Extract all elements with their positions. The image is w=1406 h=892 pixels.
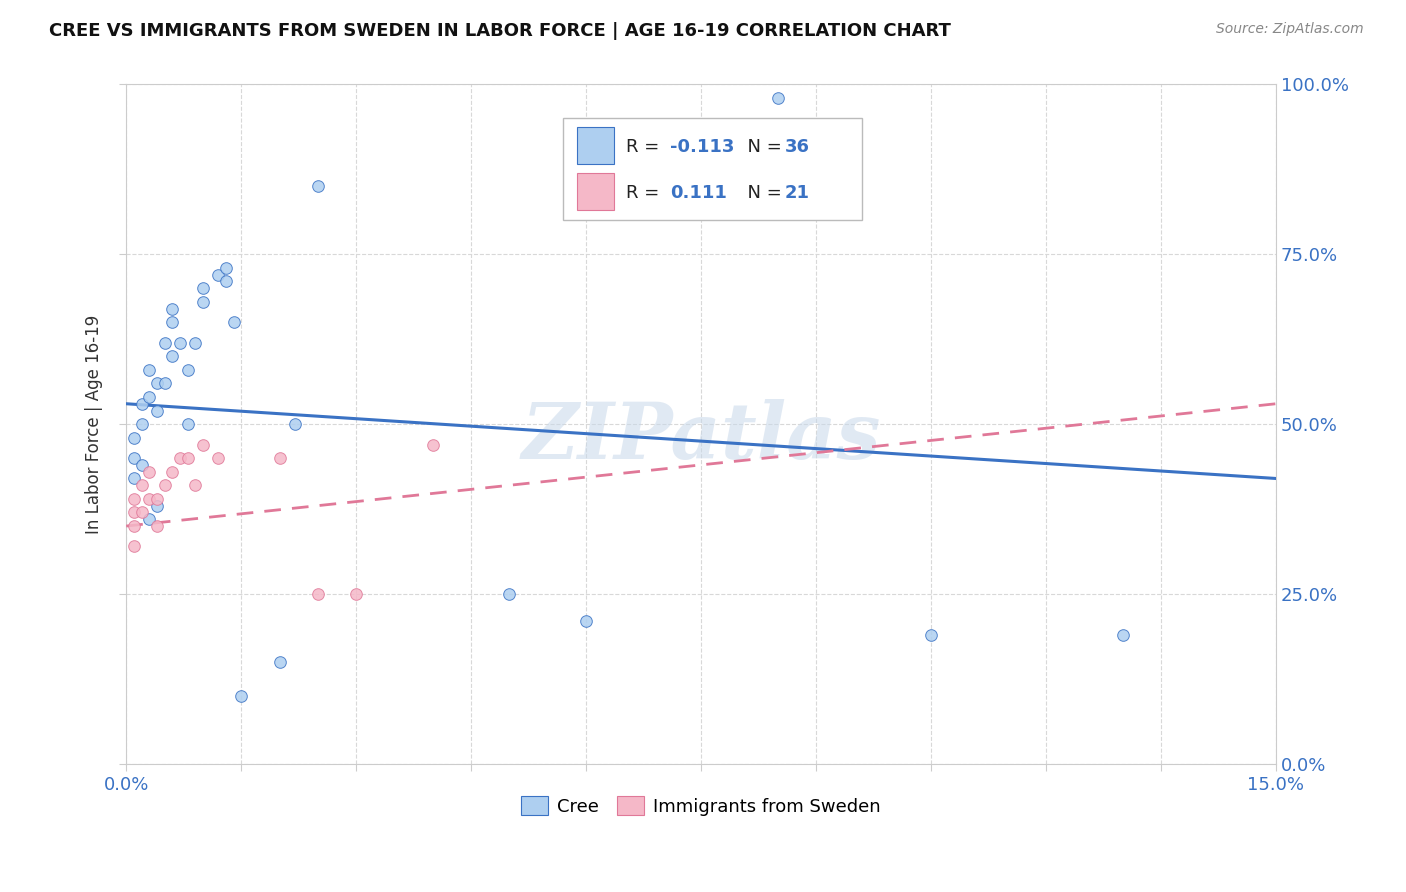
Point — [176, 363, 198, 377]
Point — [575, 614, 598, 628]
Point — [122, 491, 145, 506]
Point — [122, 431, 145, 445]
Point — [169, 451, 191, 466]
Point — [215, 275, 238, 289]
Point — [131, 478, 153, 492]
Point — [160, 301, 183, 316]
Point — [146, 403, 169, 417]
Point — [169, 335, 191, 350]
Text: Source: ZipAtlas.com: Source: ZipAtlas.com — [1216, 22, 1364, 37]
Text: R =: R = — [626, 138, 665, 156]
Point — [231, 689, 253, 703]
Text: -0.113: -0.113 — [671, 138, 734, 156]
Point — [122, 451, 145, 466]
Text: N =: N = — [735, 138, 787, 156]
Text: 21: 21 — [785, 184, 810, 202]
Text: R =: R = — [626, 184, 665, 202]
Point — [176, 417, 198, 431]
Point — [184, 478, 207, 492]
Point — [138, 491, 160, 506]
Point — [176, 451, 198, 466]
Point — [131, 458, 153, 472]
FancyBboxPatch shape — [576, 173, 613, 211]
Point — [184, 335, 207, 350]
Point — [498, 587, 520, 601]
Point — [122, 505, 145, 519]
FancyBboxPatch shape — [564, 119, 862, 220]
Point — [153, 478, 176, 492]
Point — [422, 437, 444, 451]
FancyBboxPatch shape — [576, 127, 613, 164]
Point — [307, 179, 329, 194]
Text: CREE VS IMMIGRANTS FROM SWEDEN IN LABOR FORCE | AGE 16-19 CORRELATION CHART: CREE VS IMMIGRANTS FROM SWEDEN IN LABOR … — [49, 22, 950, 40]
Point — [160, 315, 183, 329]
Point — [191, 294, 214, 309]
Point — [207, 451, 229, 466]
Point — [146, 491, 169, 506]
Point — [344, 587, 367, 601]
Point — [131, 417, 153, 431]
Point — [207, 268, 229, 282]
Point — [920, 628, 942, 642]
Point — [1111, 628, 1133, 642]
Text: ZIPatlas: ZIPatlas — [522, 400, 880, 476]
Y-axis label: In Labor Force | Age 16-19: In Labor Force | Age 16-19 — [86, 315, 103, 533]
Point — [222, 315, 245, 329]
Text: 0.111: 0.111 — [671, 184, 727, 202]
Point — [131, 397, 153, 411]
Point — [146, 499, 169, 513]
Text: N =: N = — [735, 184, 787, 202]
Point — [138, 390, 160, 404]
Point — [138, 363, 160, 377]
Point — [153, 376, 176, 391]
Point — [138, 512, 160, 526]
Point — [284, 417, 307, 431]
Text: 36: 36 — [785, 138, 810, 156]
Point — [269, 451, 291, 466]
Point — [191, 281, 214, 295]
Point — [160, 465, 183, 479]
Point — [215, 260, 238, 275]
Point — [131, 505, 153, 519]
Point — [146, 376, 169, 391]
Point — [138, 465, 160, 479]
Point — [153, 335, 176, 350]
Legend: Cree, Immigrants from Sweden: Cree, Immigrants from Sweden — [515, 789, 889, 822]
Point — [307, 587, 329, 601]
Point — [122, 471, 145, 485]
Point — [191, 437, 214, 451]
Point — [766, 91, 789, 105]
Point — [122, 540, 145, 554]
Point — [146, 519, 169, 533]
Point — [160, 349, 183, 363]
Point — [269, 655, 291, 669]
Point — [122, 519, 145, 533]
